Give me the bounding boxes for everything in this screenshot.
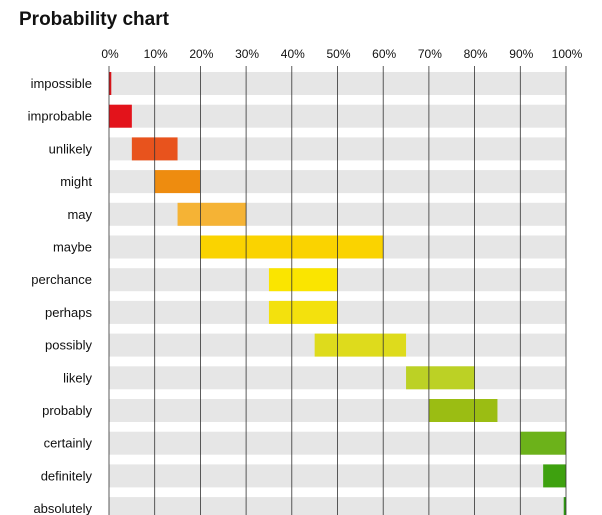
category-label: definitely (41, 468, 93, 483)
range-bar (109, 104, 132, 128)
x-tick-label: 90% (509, 47, 533, 61)
category-label: may (67, 207, 92, 222)
category-label: absolutely (33, 501, 92, 515)
category-label: probably (42, 403, 92, 418)
x-tick-label: 30% (235, 47, 259, 61)
x-tick-label: 60% (372, 47, 396, 61)
range-bar (109, 72, 112, 95)
x-tick-label: 100% (552, 47, 583, 61)
category-label: perhaps (45, 305, 92, 320)
category-label: might (60, 174, 92, 189)
chart-title: Probability chart (19, 9, 169, 30)
range-bar (268, 300, 338, 324)
category-label: impossible (31, 76, 92, 91)
x-tick-label: 10% (144, 47, 168, 61)
range-bar (314, 333, 407, 357)
x-tick-label: 80% (464, 47, 488, 61)
x-tick-label: 0% (101, 47, 119, 61)
x-tick-label: 70% (418, 47, 442, 61)
category-label: likely (63, 370, 92, 385)
range-bar (177, 202, 247, 226)
range-bar (563, 497, 566, 515)
category-label: improbable (28, 109, 92, 124)
x-tick-label: 20% (189, 47, 213, 61)
range-bar (543, 464, 566, 488)
x-tick-label: 50% (326, 47, 350, 61)
category-label: possibly (45, 338, 92, 353)
range-bar (520, 431, 566, 455)
category-label: perchance (31, 272, 92, 287)
range-bar (428, 399, 498, 422)
category-label: certainly (44, 436, 93, 451)
range-bar (268, 268, 338, 292)
range-bar (154, 170, 201, 194)
x-tick-label: 40% (281, 47, 305, 61)
category-label: unlikely (49, 141, 93, 156)
category-label: maybe (53, 240, 92, 255)
range-bar (406, 366, 475, 390)
